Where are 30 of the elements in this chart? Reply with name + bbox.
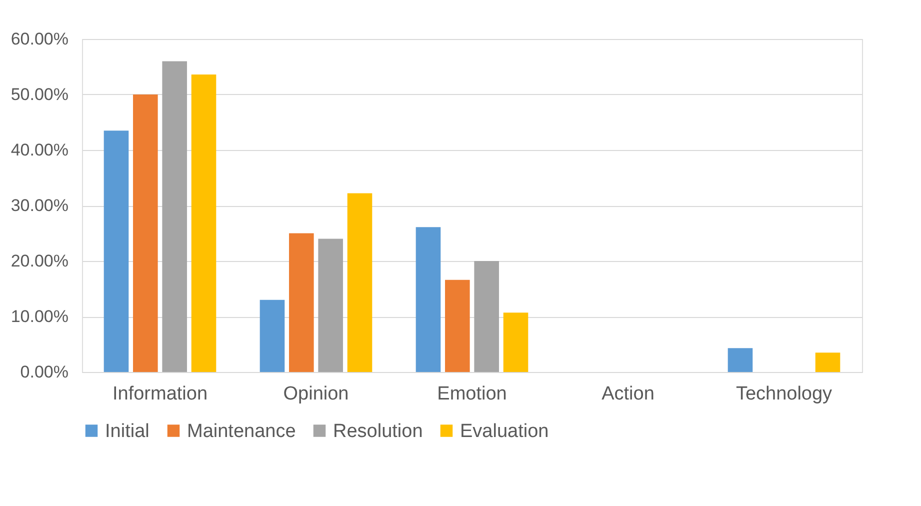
x-tick-label: Action xyxy=(602,384,654,404)
x-tick-label: Information xyxy=(112,384,208,404)
bar xyxy=(318,238,343,372)
legend-label: Maintenance xyxy=(187,420,296,442)
bar xyxy=(104,130,129,372)
y-tick-label: 60.00% xyxy=(10,30,68,48)
bar xyxy=(191,74,216,372)
bar xyxy=(289,233,314,372)
y-tick-label: 50.00% xyxy=(10,85,68,104)
legend-label: Evaluation xyxy=(460,420,549,442)
y-tick-label: 40.00% xyxy=(10,140,68,160)
x-tick-label: Emotion xyxy=(437,384,507,404)
x-tick-label: Technology xyxy=(736,384,833,404)
x-tick-label: Opinion xyxy=(283,384,349,404)
bar xyxy=(347,193,372,372)
bar xyxy=(815,352,840,372)
bar xyxy=(728,348,753,372)
bar xyxy=(416,227,441,372)
legend-label: Resolution xyxy=(333,420,423,442)
bar xyxy=(445,280,470,372)
bar xyxy=(162,61,187,372)
bar xyxy=(260,300,285,372)
y-tick-label: 0.00% xyxy=(20,362,68,382)
legend-label: Initial xyxy=(105,420,150,442)
bar xyxy=(133,94,158,372)
bar xyxy=(503,312,528,372)
bar xyxy=(474,261,499,372)
y-tick-label: 30.00% xyxy=(10,196,68,215)
y-tick-label: 20.00% xyxy=(10,252,68,270)
y-tick-label: 10.00% xyxy=(10,307,68,326)
